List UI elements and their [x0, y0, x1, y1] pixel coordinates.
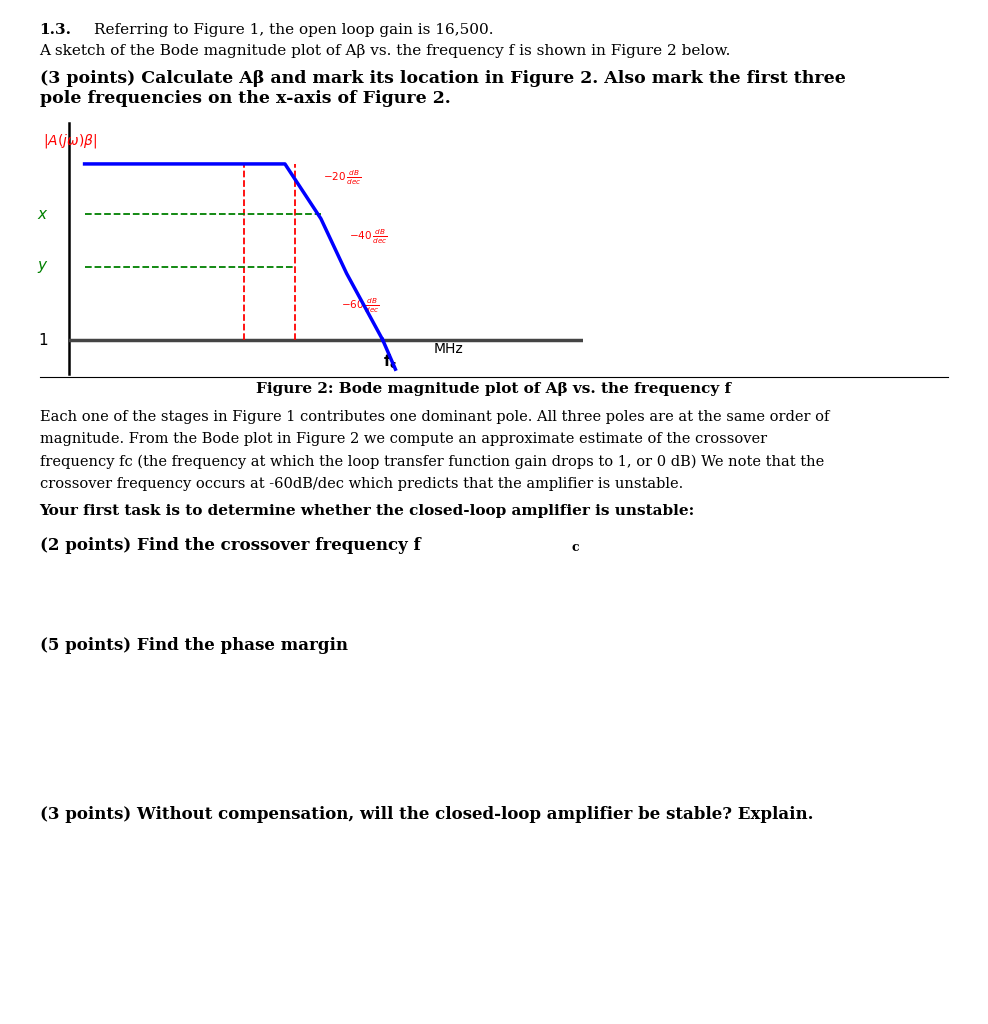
Text: $\mathbf{f_c}$: $\mathbf{f_c}$ [383, 352, 397, 371]
Text: $-20\,\frac{dB}{dec}$: $-20\,\frac{dB}{dec}$ [323, 168, 363, 186]
Text: (3 points) Calculate Aβ and mark its location in Figure 2. Also mark the first t: (3 points) Calculate Aβ and mark its loc… [40, 70, 846, 87]
Text: crossover frequency occurs at -60dB/dec which predicts that the amplifier is uns: crossover frequency occurs at -60dB/dec … [40, 477, 683, 492]
Text: Referring to Figure 1, the open loop gain is 16,500.: Referring to Figure 1, the open loop gai… [94, 23, 493, 37]
Text: (3 points) Without compensation, will the closed-loop amplifier be stable? Expla: (3 points) Without compensation, will th… [40, 806, 813, 823]
Text: $-60\,\frac{dB}{dec}$: $-60\,\frac{dB}{dec}$ [342, 296, 380, 314]
Text: $y$: $y$ [37, 259, 48, 274]
Text: Your first task is to determine whether the closed-loop amplifier is unstable:: Your first task is to determine whether … [40, 504, 695, 518]
Text: $|A(j\omega)\beta|$: $|A(j\omega)\beta|$ [43, 132, 98, 150]
Text: c: c [571, 541, 579, 554]
Text: A sketch of the Bode magnitude plot of Aβ vs. the frequency f is shown in Figure: A sketch of the Bode magnitude plot of A… [40, 44, 731, 58]
Text: $-40\,\frac{dB}{dec}$: $-40\,\frac{dB}{dec}$ [349, 227, 388, 246]
Text: MHz: MHz [434, 342, 463, 355]
Text: frequency fc (the frequency at which the loop transfer function gain drops to 1,: frequency fc (the frequency at which the… [40, 455, 824, 469]
Text: $x$: $x$ [38, 207, 48, 221]
Text: 1.3.: 1.3. [40, 23, 71, 37]
Text: (2 points) Find the crossover frequency f: (2 points) Find the crossover frequency … [40, 537, 420, 554]
Text: (5 points) Find the phase margin: (5 points) Find the phase margin [40, 637, 348, 654]
Text: Each one of the stages in Figure 1 contributes one dominant pole. All three pole: Each one of the stages in Figure 1 contr… [40, 410, 829, 424]
Text: pole frequencies on the x-axis of Figure 2.: pole frequencies on the x-axis of Figure… [40, 90, 451, 108]
Text: Figure 2: Bode magnitude plot of Aβ vs. the frequency f: Figure 2: Bode magnitude plot of Aβ vs. … [257, 382, 731, 396]
Text: $1$: $1$ [39, 332, 48, 347]
Text: magnitude. From the Bode plot in Figure 2 we compute an approximate estimate of : magnitude. From the Bode plot in Figure … [40, 432, 767, 446]
